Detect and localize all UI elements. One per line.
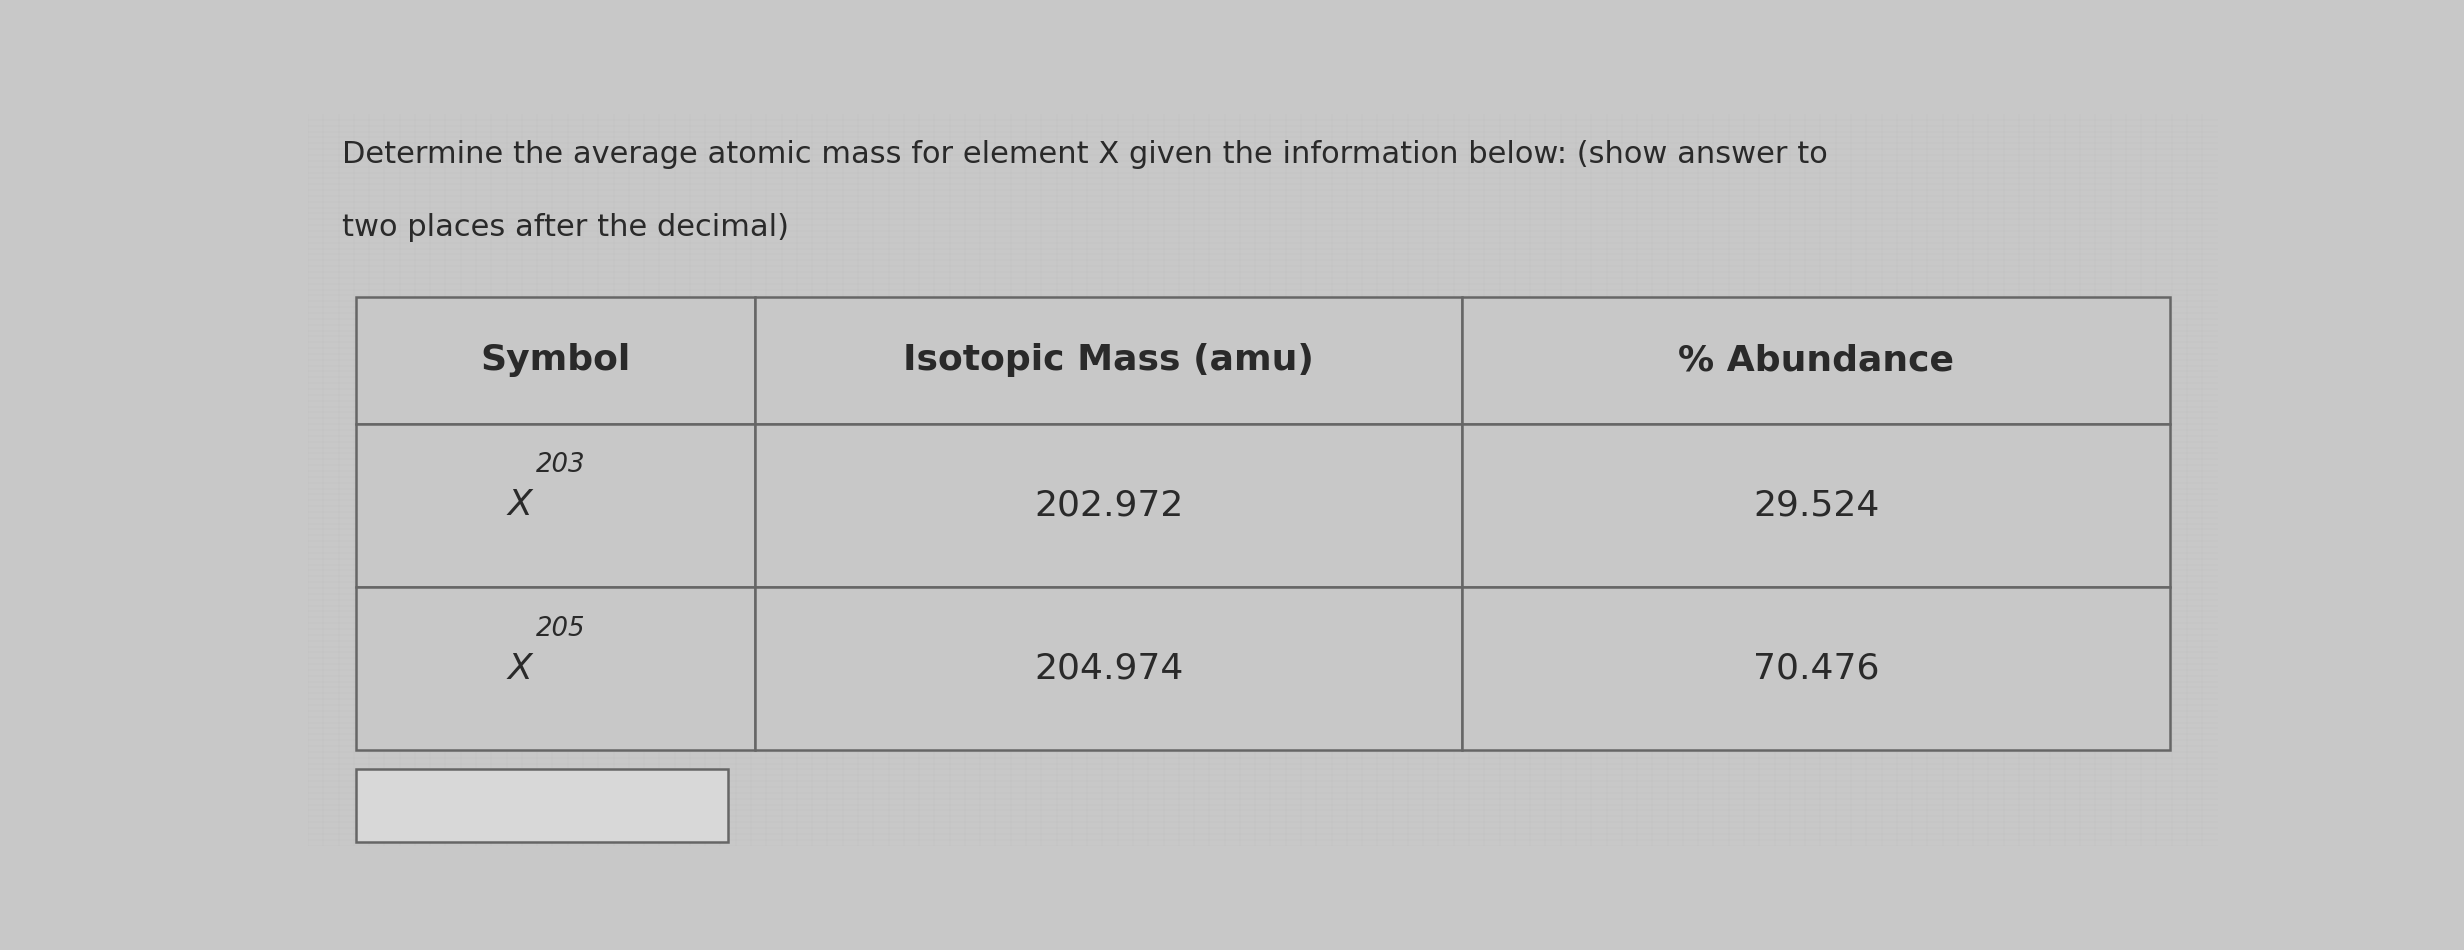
Text: 205: 205	[537, 616, 586, 641]
Bar	[1461, 587, 2171, 750]
Bar	[355, 769, 729, 842]
Text: Determine the average atomic mass for element X given the information below: (sh: Determine the average atomic mass for el…	[342, 140, 1828, 168]
Text: 203: 203	[537, 452, 586, 478]
Text: Isotopic Mass (amu): Isotopic Mass (amu)	[904, 343, 1313, 377]
Bar	[754, 424, 1461, 587]
Bar	[1461, 296, 2171, 424]
Bar	[754, 296, 1461, 424]
Text: Symbol: Symbol	[480, 343, 631, 377]
Bar	[1461, 424, 2171, 587]
Text: 29.524: 29.524	[1752, 488, 1880, 522]
Text: 70.476: 70.476	[1752, 652, 1880, 686]
Text: 202.972: 202.972	[1035, 488, 1183, 522]
Bar	[355, 296, 754, 424]
Text: 204.974: 204.974	[1035, 652, 1183, 686]
Bar	[754, 587, 1461, 750]
Text: % Abundance: % Abundance	[1678, 343, 1954, 377]
Text: two places after the decimal): two places after the decimal)	[342, 213, 788, 241]
Text: X: X	[508, 488, 532, 522]
Text: X: X	[508, 652, 532, 686]
Bar	[355, 424, 754, 587]
Bar	[355, 587, 754, 750]
